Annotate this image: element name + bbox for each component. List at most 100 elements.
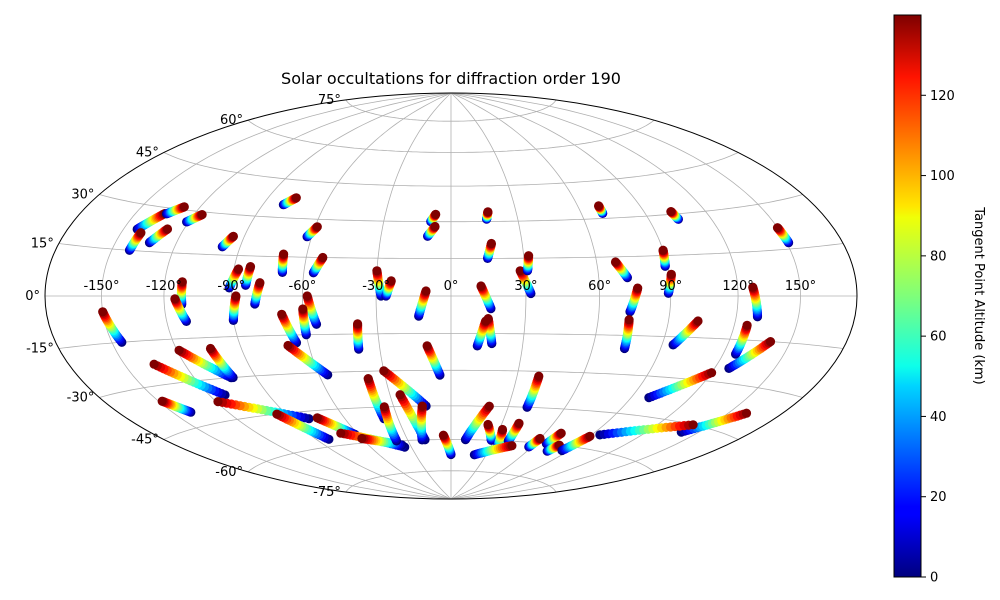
track-point xyxy=(486,238,496,249)
track-point xyxy=(205,343,216,354)
track-point xyxy=(312,413,322,423)
colorbar-tick-label: 20 xyxy=(930,490,947,505)
track-point xyxy=(658,245,668,255)
track-point xyxy=(336,428,346,438)
occultation-track xyxy=(422,341,445,380)
track-point xyxy=(386,276,396,286)
parallel-gridline xyxy=(345,470,557,493)
track-point xyxy=(507,441,517,451)
track-point xyxy=(379,366,389,376)
track-point xyxy=(438,430,448,440)
lat-tick-label: 75° xyxy=(318,93,341,108)
occultation-track xyxy=(416,401,427,445)
occultation-track xyxy=(542,440,565,456)
track-point xyxy=(312,222,322,232)
occultation-track xyxy=(302,222,322,242)
lon-tick-label: -30° xyxy=(362,279,390,294)
track-point xyxy=(594,201,604,211)
lat-tick-label: -75° xyxy=(313,485,341,500)
track-point xyxy=(395,390,405,400)
track-point xyxy=(431,209,441,219)
occultation-track xyxy=(381,276,396,301)
track-point xyxy=(481,316,491,326)
track-point xyxy=(484,401,494,411)
occultation-track xyxy=(283,340,333,380)
track-point xyxy=(476,281,486,291)
parallel-gridline xyxy=(247,119,655,153)
occultation-track xyxy=(277,309,302,348)
occultation-track xyxy=(472,316,491,351)
lat-tick-label: 15° xyxy=(31,236,54,251)
occultation-track xyxy=(731,320,752,359)
colorbar-tick-label: 60 xyxy=(930,330,947,345)
axis-tick-labels: -150° -120° -90° -60° -30° 0° 30° 60° 90° 120° 150… xyxy=(25,93,816,500)
track-point xyxy=(174,345,184,355)
colorbar-label: Tangent Point Altitude (km) xyxy=(971,206,986,384)
occultation-track xyxy=(372,266,386,301)
track-point xyxy=(302,291,312,301)
lat-tick-label: 60° xyxy=(220,113,243,128)
track-point xyxy=(693,316,703,326)
track-point xyxy=(291,193,301,203)
occultation-track xyxy=(205,343,238,383)
track-point xyxy=(515,266,525,276)
track-point xyxy=(556,428,566,438)
occultation-track xyxy=(644,368,717,403)
occultation-track xyxy=(557,431,595,456)
occultation-tracks xyxy=(98,193,794,460)
track-point xyxy=(98,307,108,317)
lat-tick-label: -15° xyxy=(26,342,54,357)
track-point xyxy=(136,228,146,238)
colorbar-tick-label: 40 xyxy=(930,410,947,425)
track-point xyxy=(157,396,167,406)
occultation-track xyxy=(426,209,441,227)
lon-tick-label: -90° xyxy=(217,279,245,294)
parallel-gridline xyxy=(163,152,739,187)
occultation-track xyxy=(423,221,440,241)
occultation-track xyxy=(98,307,127,347)
track-point xyxy=(279,249,289,259)
occultation-track xyxy=(217,231,238,252)
occultation-track xyxy=(298,304,311,340)
occultation-track xyxy=(483,419,496,445)
occultation-track xyxy=(595,420,698,440)
occultation-track xyxy=(308,252,328,278)
track-point xyxy=(524,251,534,261)
track-point xyxy=(272,409,282,419)
occultation-track xyxy=(438,430,456,460)
parallel-gridline xyxy=(99,194,803,223)
track-point xyxy=(688,420,698,430)
lon-tick-label: 90° xyxy=(659,279,682,294)
track-point xyxy=(707,368,717,378)
occultation-track xyxy=(277,249,289,277)
occultation-track xyxy=(182,210,207,227)
occultation-track xyxy=(522,371,544,412)
track-point xyxy=(534,371,544,381)
track-point xyxy=(162,224,173,234)
lon-tick-label: 0° xyxy=(444,279,459,294)
occultation-track xyxy=(278,193,301,210)
track-point xyxy=(372,266,382,276)
track-point xyxy=(318,252,328,263)
track-point xyxy=(633,283,643,293)
lat-tick-label: 45° xyxy=(136,145,159,160)
track-point xyxy=(179,202,189,212)
graticule xyxy=(45,93,857,499)
lon-tick-label: -120° xyxy=(146,279,182,294)
track-point xyxy=(585,431,595,441)
parallel-gridline xyxy=(58,243,844,259)
colorbar-ticks: 0 20 40 60 80 100 120 xyxy=(921,89,955,586)
track-point xyxy=(177,277,187,287)
track-point xyxy=(741,408,752,418)
occultation-track xyxy=(144,224,173,248)
occultation-track xyxy=(619,315,634,354)
occultation-track xyxy=(658,245,670,271)
occultation-track xyxy=(379,402,402,446)
track-point xyxy=(255,278,265,288)
occultation-track xyxy=(157,396,196,417)
occultation-track xyxy=(414,286,431,321)
occultation-track xyxy=(469,441,517,460)
track-point xyxy=(228,231,238,241)
occultation-track xyxy=(272,409,334,444)
track-point xyxy=(231,291,241,301)
